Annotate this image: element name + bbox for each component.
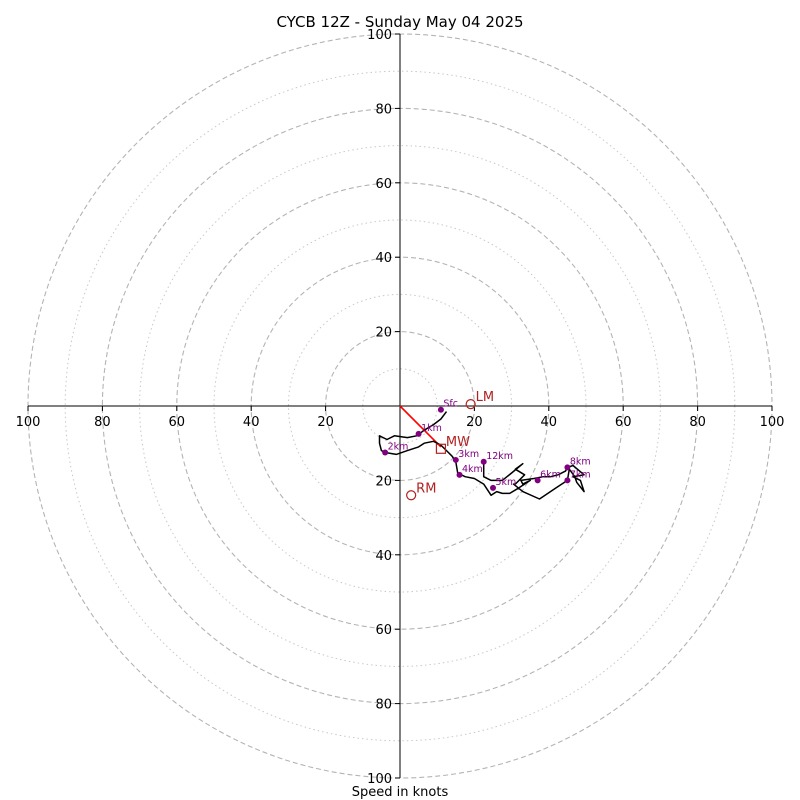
y-tick-label: 40 xyxy=(375,549,392,564)
height-point xyxy=(456,471,463,478)
height-label: 1km xyxy=(421,423,442,434)
height-label: 7km xyxy=(570,469,591,480)
y-tick-label: 20 xyxy=(375,326,392,341)
x-tick-label: 100 xyxy=(760,415,785,430)
y-tick-label: 40 xyxy=(375,251,392,266)
y-tick-label: 80 xyxy=(375,698,392,713)
storm-motion-marker xyxy=(406,490,417,501)
height-label: 12km xyxy=(486,451,513,462)
height-point xyxy=(437,406,444,413)
height-label: 4km xyxy=(462,464,483,475)
height-point xyxy=(382,449,389,456)
x-tick-label: 60 xyxy=(615,415,632,430)
y-tick-label: 80 xyxy=(375,102,392,117)
x-tick-label: 20 xyxy=(466,415,483,430)
height-point xyxy=(490,484,496,491)
storm-motion-label: LM xyxy=(476,390,494,405)
x-tick-label: 80 xyxy=(94,415,111,430)
bunkers-line xyxy=(399,405,442,448)
height-label: 8km xyxy=(570,456,591,467)
x-tick-label: 80 xyxy=(689,415,706,430)
y-tick-label: 20 xyxy=(375,474,392,489)
storm-motion-marker xyxy=(465,399,476,410)
x-tick-label: 40 xyxy=(243,415,260,430)
y-tick-label: 100 xyxy=(367,772,392,787)
height-point xyxy=(564,464,571,471)
storm-motion-label: MW xyxy=(446,435,470,450)
height-point xyxy=(564,477,571,484)
x-tick-label: 100 xyxy=(16,415,41,430)
storm-motion-label: RM xyxy=(416,481,436,496)
axis-ticks: 100 100 80 80 60 60 40 40 20 20 20 20 40 40 60 60 80 80 10… xyxy=(16,28,785,787)
x-tick-label: 20 xyxy=(317,415,334,430)
x-tick-label: 60 xyxy=(169,415,186,430)
wind-profile-line xyxy=(378,411,585,500)
y-tick-label: 60 xyxy=(375,177,392,192)
height-point xyxy=(534,477,541,484)
height-label: 3km xyxy=(458,449,479,460)
height-label: 2km xyxy=(388,442,409,453)
height-point xyxy=(480,458,487,465)
height-label: 5km xyxy=(496,477,517,488)
wind-profile xyxy=(378,405,585,500)
height-markers: Sfc 1km 2km 3km 4km 5km 6km 7km 8km 12km xyxy=(382,399,591,491)
x-tick-label: 40 xyxy=(541,415,558,430)
storm-motion-marker xyxy=(435,443,447,454)
height-point xyxy=(415,430,422,437)
y-tick-label: 60 xyxy=(375,623,392,638)
height-point xyxy=(452,456,459,463)
height-label: Sfc xyxy=(443,399,458,410)
storm-motion-markers: LM MW RM xyxy=(406,390,494,501)
x-axis-label: Speed in knots xyxy=(352,785,449,800)
y-tick-label: 100 xyxy=(367,28,392,43)
chart-title: CYCB 12Z - Sunday May 04 2025 xyxy=(276,13,523,31)
height-label: 6km xyxy=(540,469,561,480)
